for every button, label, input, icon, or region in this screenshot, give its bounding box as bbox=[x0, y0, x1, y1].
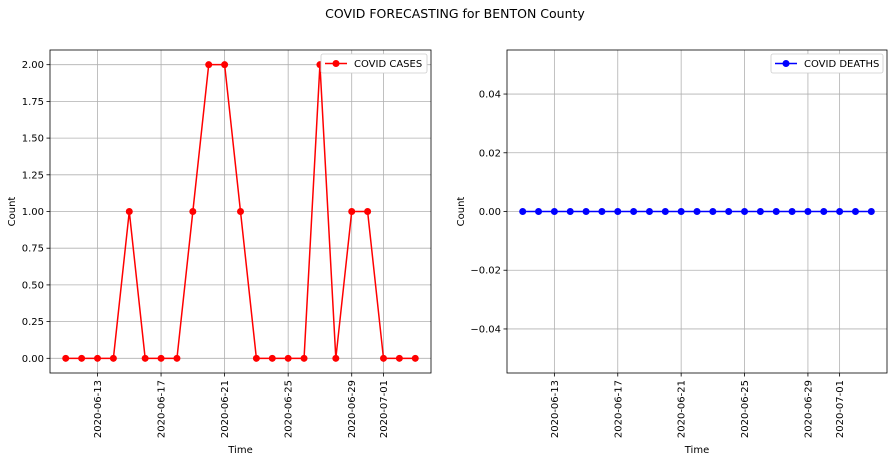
cases-data-point bbox=[189, 208, 197, 215]
deaths-data-point bbox=[788, 208, 796, 215]
cases-x-axis-label: Time bbox=[227, 445, 252, 456]
cases-legend: COVID CASES bbox=[320, 53, 428, 74]
cases-y-ticks: 0.00 0.25 0.50 0.75 1.00 1.25 1.50 1.75 2.00 bbox=[22, 60, 50, 365]
cases-y-tick-label: 0.50 bbox=[22, 280, 44, 291]
deaths-x-tick-label: 2020-06-29 bbox=[803, 380, 814, 438]
cases-data-point bbox=[221, 61, 229, 69]
cases-data-point bbox=[205, 61, 213, 69]
cases-y-tick-label: 1.50 bbox=[22, 134, 44, 145]
deaths-x-tick-label: 2020-06-13 bbox=[550, 380, 561, 438]
deaths-x-tick-label: 2020-06-25 bbox=[740, 380, 751, 438]
deaths-data-point bbox=[630, 208, 638, 215]
deaths-legend: COVID DEATHS bbox=[770, 53, 884, 74]
cases-legend-marker bbox=[332, 60, 340, 67]
deaths-plot-area bbox=[519, 208, 875, 215]
cases-plot-area bbox=[62, 61, 419, 362]
cases-data-point bbox=[268, 354, 276, 362]
deaths-legend-marker bbox=[782, 60, 790, 67]
cases-y-tick-label: 0.25 bbox=[22, 317, 44, 328]
cases-data-point bbox=[332, 354, 340, 362]
deaths-data-point bbox=[550, 208, 558, 215]
deaths-data-point bbox=[772, 208, 780, 215]
deaths-x-tick-label: 2020-06-17 bbox=[613, 380, 624, 438]
deaths-y-ticks: −0.04 −0.02 0.00 0.02 0.04 bbox=[470, 90, 507, 335]
cases-x-tick-label: 2020-06-13 bbox=[93, 380, 104, 438]
cases-legend-label: COVID CASES bbox=[354, 59, 422, 70]
deaths-panel: −0.04−0.020.000.020.04 2020-06-13 2020-06… bbox=[456, 49, 888, 456]
cases-data-point bbox=[411, 354, 419, 362]
cases-y-axis-label: Count bbox=[7, 197, 18, 227]
deaths-x-tick-label: 2020-07-01 bbox=[835, 380, 846, 438]
figure-title: COVID FORECASTING for BENTON County bbox=[325, 6, 585, 21]
cases-x-tick-label: 2020-06-25 bbox=[284, 380, 295, 438]
deaths-x-axis-label: Time bbox=[684, 445, 709, 456]
cases-panel: 0.00 0.25 0.50 0.75 1.00 1.25 1.50 1.75 2.00 202… bbox=[7, 49, 432, 456]
deaths-x-ticks: 2020-06-13 2020-06-17 2020-06-21 2020-06-25… bbox=[550, 373, 846, 438]
cases-y-tick-label: 0.00 bbox=[22, 354, 44, 365]
cases-x-tick-label: 2020-06-29 bbox=[347, 380, 358, 438]
cases-legend-box bbox=[320, 53, 428, 74]
deaths-y-tick-label: 0.02 bbox=[479, 148, 501, 159]
deaths-data-point bbox=[661, 208, 669, 215]
deaths-data-point bbox=[836, 208, 844, 215]
deaths-data-point bbox=[741, 208, 749, 215]
cases-data-point bbox=[284, 354, 292, 362]
cases-data-point bbox=[237, 208, 244, 215]
deaths-data-point bbox=[820, 208, 828, 215]
cases-y-tick-label: 1.75 bbox=[22, 97, 44, 108]
cases-data-point bbox=[78, 354, 86, 362]
deaths-legend-label: COVID DEATHS bbox=[804, 59, 879, 70]
deaths-y-tick-label: 0.04 bbox=[479, 90, 501, 101]
cases-data-point bbox=[62, 354, 70, 362]
cases-data-point bbox=[173, 354, 181, 362]
deaths-data-point bbox=[851, 208, 859, 215]
cases-x-tick-label: 2020-06-17 bbox=[157, 380, 168, 438]
cases-y-tick-label: 0.75 bbox=[22, 244, 44, 255]
deaths-y-tick-label: −0.02 bbox=[470, 266, 501, 277]
cases-data-point bbox=[157, 354, 165, 362]
cases-data-point bbox=[94, 354, 102, 362]
deaths-data-point bbox=[566, 208, 574, 215]
deaths-data-point bbox=[645, 208, 653, 215]
cases-data-point bbox=[395, 354, 403, 362]
cases-x-tick-label: 2020-07-01 bbox=[379, 380, 390, 438]
deaths-legend-box bbox=[770, 53, 884, 74]
deaths-data-point bbox=[535, 208, 543, 215]
deaths-y-tick-label: −0.04 bbox=[470, 324, 501, 335]
cases-x-ticks: 2020-06-13 2020-06-17 2020-06-21 2020-06-25… bbox=[93, 373, 390, 438]
deaths-data-point bbox=[677, 208, 685, 215]
cases-y-tick-label: 1.25 bbox=[22, 170, 44, 181]
cases-y-tick-label: 2.00 bbox=[22, 60, 44, 71]
cases-data-point bbox=[141, 354, 149, 362]
deaths-data-point bbox=[867, 208, 875, 215]
deaths-data-point bbox=[582, 208, 590, 215]
deaths-data-point bbox=[725, 208, 733, 215]
cases-data-point bbox=[252, 354, 260, 362]
deaths-data-point bbox=[756, 208, 764, 215]
cases-data-point bbox=[379, 354, 387, 362]
cases-data-point bbox=[300, 354, 308, 362]
deaths-x-tick-label: 2020-06-21 bbox=[677, 380, 688, 438]
deaths-y-tick-label: 0.00 bbox=[479, 207, 501, 218]
deaths-data-point bbox=[614, 208, 622, 215]
deaths-data-point bbox=[709, 208, 717, 215]
deaths-data-point bbox=[519, 208, 527, 215]
cases-data-point bbox=[364, 208, 372, 215]
deaths-data-point bbox=[693, 208, 701, 215]
cases-data-point bbox=[109, 354, 117, 362]
cases-x-tick-label: 2020-06-21 bbox=[220, 380, 231, 438]
deaths-data-point bbox=[804, 208, 812, 215]
cases-data-point bbox=[348, 208, 356, 215]
deaths-y-axis-label: Count bbox=[456, 197, 467, 227]
cases-y-tick-label: 1.00 bbox=[22, 207, 44, 218]
deaths-data-point bbox=[598, 208, 606, 215]
cases-data-point bbox=[125, 208, 133, 215]
